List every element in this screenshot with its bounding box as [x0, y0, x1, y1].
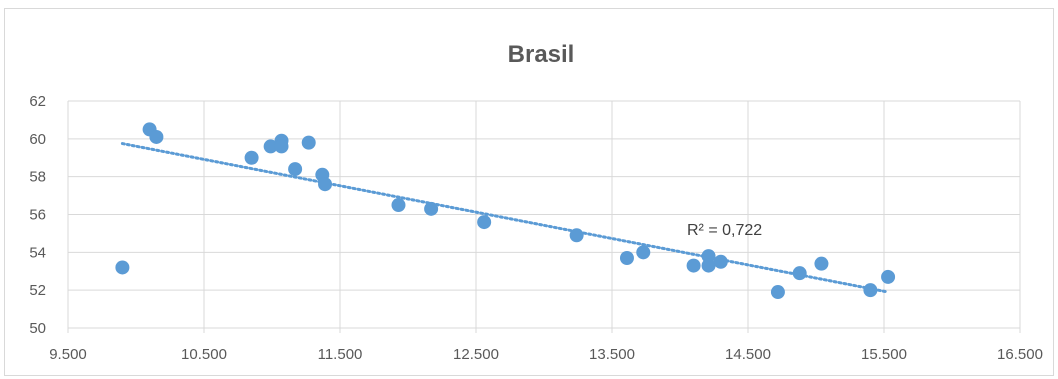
x-tick-label: 15.500: [861, 346, 907, 363]
r-squared-label: R² = 0,722: [687, 222, 762, 239]
data-point: [275, 139, 289, 153]
data-point: [687, 259, 701, 273]
data-point: [814, 257, 828, 271]
x-tick-label: 16.500: [997, 346, 1043, 363]
y-tick-label: 50: [29, 320, 46, 337]
y-tick-label: 60: [29, 131, 46, 148]
data-point: [636, 245, 650, 259]
data-point: [620, 251, 634, 265]
trendline: [122, 144, 888, 292]
data-point: [863, 283, 877, 297]
data-point: [288, 162, 302, 176]
data-point: [302, 136, 316, 150]
data-point: [570, 228, 584, 242]
chart-title: Brasil: [508, 41, 575, 68]
data-point: [115, 260, 129, 274]
data-point: [149, 130, 163, 144]
y-tick-label: 62: [29, 93, 46, 110]
x-tick-label: 9.500: [49, 346, 87, 363]
y-tick-label: 52: [29, 282, 46, 299]
data-point: [424, 202, 438, 216]
data-point: [714, 255, 728, 269]
x-tick-label: 11.500: [318, 346, 363, 363]
x-tick-label: 10.500: [181, 346, 227, 363]
x-tick-label: 14.500: [725, 346, 771, 363]
data-point: [477, 215, 491, 229]
data-point: [881, 270, 895, 284]
x-tick-label: 13.500: [589, 346, 635, 363]
data-point: [318, 177, 332, 191]
data-point: [702, 259, 716, 273]
x-tick-label: 12.500: [453, 346, 499, 363]
data-point: [391, 198, 405, 212]
y-tick-label: 54: [29, 244, 46, 261]
data-point: [793, 266, 807, 280]
y-tick-label: 58: [29, 169, 46, 186]
data-point: [245, 151, 259, 165]
y-tick-label: 56: [29, 207, 46, 224]
data-point: [771, 285, 785, 299]
